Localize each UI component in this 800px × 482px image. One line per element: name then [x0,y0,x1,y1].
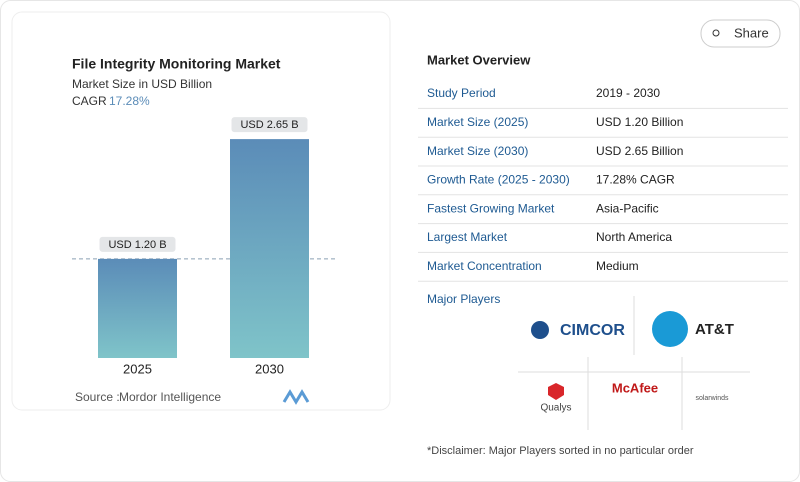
row-value: Medium [596,259,639,273]
logo-grid [518,296,750,430]
row-label: Market Size (2030) [427,144,528,158]
logo: AT&T [695,321,734,338]
share-button[interactable]: Share [700,19,781,48]
players-title: Major Players [427,292,500,306]
row-label: Fastest Growing Market [427,201,555,215]
value-label-box [231,117,308,133]
row-label: Market Concentration [427,259,542,273]
value-label: USD 2.65 B [240,119,298,131]
x-tick-label: 2025 [123,361,152,376]
value-label-box [99,236,176,252]
row-value: USD 2.65 Billion [596,144,683,158]
row-value: 2019 - 2030 [596,86,660,100]
cagr-value: 17.28% [109,94,150,108]
chart-title: File Integrity Monitoring Market [72,56,281,72]
x-tick-label: 2030 [255,361,284,376]
cimcor-icon [531,321,549,339]
row-label: Study Period [427,86,496,100]
logo: solarwinds [695,395,729,402]
source-label: Source : [75,390,120,404]
row-value: North America [596,230,672,244]
att-icon [652,311,688,347]
row-value: USD 1.20 Billion [596,115,683,129]
disclaimer: *Disclaimer: Major Players sorted in no … [427,445,694,457]
overview-title: Market Overview [427,52,531,67]
share-text[interactable]: Share [734,25,769,40]
row-label: Largest Market [427,230,508,244]
qualys-icon [548,383,564,400]
logo: CIMCOR [560,322,625,339]
value-label: USD 1.20 B [108,239,166,251]
row-value: Asia-Pacific [596,201,659,215]
row-label: Market Size (2025) [427,115,528,129]
logo: Qualys [540,403,571,414]
logo: McAfee [612,380,658,395]
row-label: Growth Rate (2025 - 2030) [427,173,570,187]
share-icon [712,29,720,37]
source: Mordor Intelligence [119,390,221,404]
bar [230,139,309,358]
cagr-label: CAGR [72,94,107,108]
share-box[interactable] [700,19,781,48]
bar [98,258,177,358]
row-value: 17.28% CAGR [596,173,675,187]
brand-icon [282,389,310,405]
chart-subtitle: Market Size in USD Billion [72,77,212,91]
